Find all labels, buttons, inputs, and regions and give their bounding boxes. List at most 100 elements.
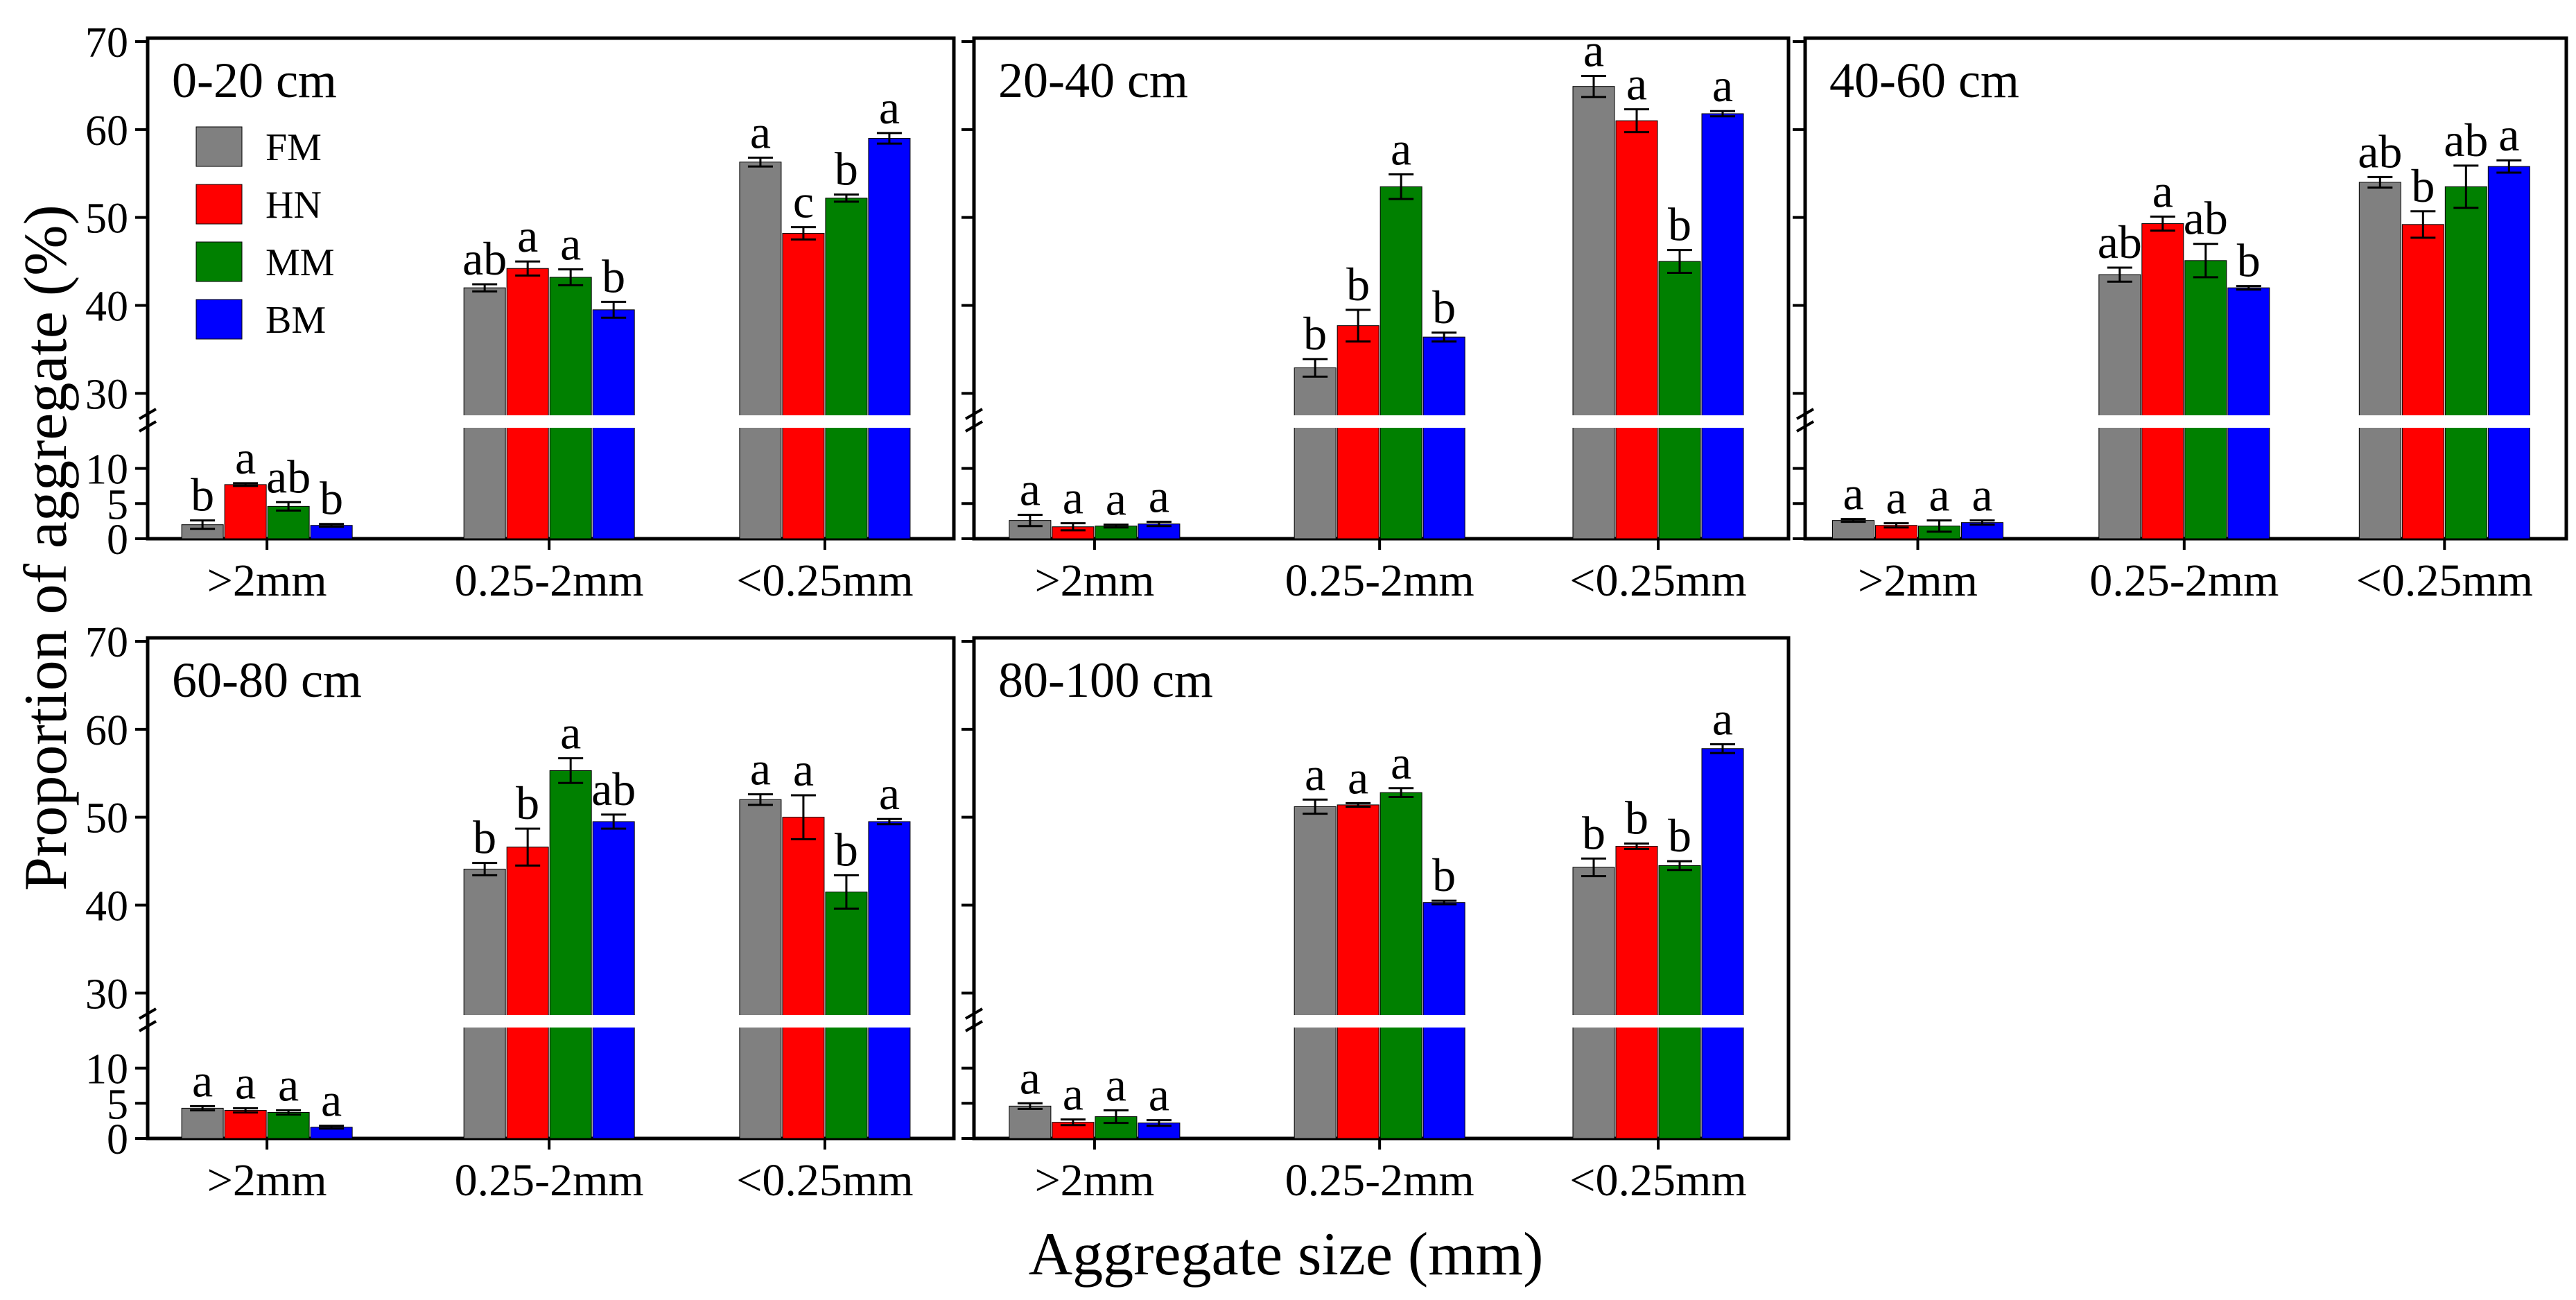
significance-letter: b (1303, 307, 1327, 360)
error-bar (558, 757, 584, 784)
y-tick-label: 40 (85, 283, 128, 330)
error-bar (790, 226, 816, 241)
legend-label: MM (266, 241, 335, 284)
panel-title: 0-20 cm (172, 53, 337, 108)
bar-mm (1658, 261, 1701, 539)
axis-break-band (976, 415, 1786, 428)
significance-letter: b (1346, 258, 1370, 311)
error-bar (558, 268, 584, 286)
error-bar (1389, 173, 1414, 200)
x-tick-label: >2mm (1034, 555, 1154, 606)
y-tick-label: 0 (107, 1116, 128, 1163)
error-bar (276, 501, 302, 512)
x-tick-label: >2mm (207, 555, 327, 606)
legend-swatch-bm (195, 299, 243, 340)
error-bar (1146, 521, 1172, 528)
significance-letter: a (321, 1074, 342, 1127)
bar-bm (1422, 336, 1465, 539)
bar-hn (224, 484, 267, 539)
significance-letter: a (1063, 471, 1084, 524)
bar-mm (1658, 865, 1701, 1139)
bar-hn (506, 847, 549, 1139)
error-bar (1060, 1118, 1086, 1127)
bar-fm (1009, 1105, 1052, 1139)
significance-letter: a (1348, 751, 1368, 804)
y-tick-label: 10 (85, 1046, 128, 1093)
bar-hn (2141, 223, 2184, 539)
error-bar (1303, 358, 1328, 378)
error-bar (1710, 110, 1735, 118)
bar-bm (2487, 166, 2530, 539)
significance-letter: b (1432, 849, 1456, 901)
x-tick-label: <0.25mm (1569, 1155, 1746, 1206)
significance-letter: a (1583, 24, 1604, 76)
y-tick-label: 5 (107, 1081, 128, 1128)
significance-letter: a (1886, 471, 1906, 524)
significance-letter: a (1106, 473, 1126, 526)
error-bar (833, 193, 859, 203)
y-tick-label: 50 (85, 196, 128, 243)
legend-swatch-mm (195, 241, 243, 282)
error-bar (1926, 519, 1952, 533)
significance-letter: ab (462, 232, 507, 285)
bar-fm (739, 162, 782, 539)
error-bar (1431, 331, 1457, 343)
significance-letter: a (517, 209, 538, 262)
panel-title: 60-80 cm (172, 652, 362, 708)
axis-break-band (976, 1015, 1786, 1028)
y-tick-label: 5 (107, 481, 128, 528)
axis-break-mark (138, 408, 157, 433)
error-bar (747, 793, 773, 806)
axis-break-mark (1795, 408, 1815, 433)
error-bar (1346, 801, 1371, 808)
significance-letter: a (879, 767, 900, 820)
bar-fm (1294, 806, 1337, 1139)
error-bar (1431, 899, 1457, 905)
error-bar (1624, 108, 1649, 134)
error-bar (1667, 249, 1692, 275)
legend-label: HN (266, 184, 322, 227)
x-tick-label: 0.25-2mm (2089, 555, 2279, 606)
significance-letter: c (793, 175, 814, 228)
significance-letter: a (1020, 463, 1041, 516)
error-bar (1103, 523, 1129, 529)
bar-hn (506, 268, 549, 539)
significance-letter: a (750, 743, 771, 795)
significance-letter: a (235, 1056, 256, 1109)
significance-letter: b (1668, 809, 1691, 862)
bar-bm (2227, 287, 2270, 539)
significance-letter: a (235, 431, 256, 484)
bar-bm (1701, 113, 1744, 539)
bar-mm (2444, 186, 2487, 539)
significance-letter: a (793, 743, 814, 796)
error-bar (1883, 522, 1909, 529)
error-bar (1389, 787, 1414, 798)
axis-break-band (150, 415, 952, 428)
bar-fm (1572, 867, 1615, 1139)
error-bar (2453, 164, 2479, 209)
y-tick-label: 50 (85, 795, 128, 842)
bar-hn (224, 1109, 267, 1139)
significance-letter: ab (2444, 114, 2488, 166)
significance-letter: a (192, 1054, 213, 1107)
error-bar (1146, 1119, 1172, 1127)
significance-letter: b (835, 823, 858, 876)
error-bar (1103, 1109, 1129, 1125)
bar-bm (1701, 748, 1744, 1139)
error-bar (1969, 519, 1995, 526)
legend-swatch-hn (195, 184, 243, 225)
bar-hn (2401, 224, 2444, 539)
bar-fm (2098, 274, 2141, 539)
significance-letter: b (191, 469, 214, 521)
error-bar (747, 156, 773, 168)
error-bar (233, 1107, 259, 1113)
y-tick-label: 10 (85, 447, 128, 494)
error-bar (319, 1125, 345, 1130)
significance-letter: b (835, 143, 858, 196)
error-bar (1060, 522, 1086, 532)
